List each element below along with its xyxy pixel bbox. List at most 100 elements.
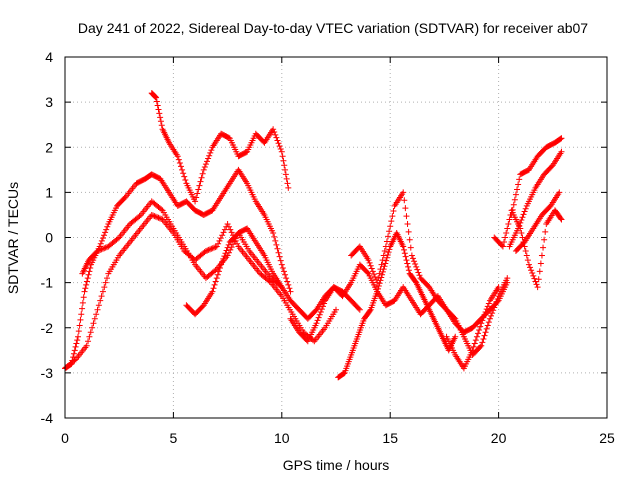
data-point xyxy=(380,252,387,259)
data-point xyxy=(99,235,106,242)
series-track-11 xyxy=(512,189,563,255)
data-point xyxy=(209,288,216,295)
data-point xyxy=(212,267,219,274)
data-point xyxy=(401,246,408,253)
y-tick-label: 2 xyxy=(45,139,53,155)
data-point xyxy=(78,311,85,318)
data-point xyxy=(375,275,382,282)
data-point xyxy=(505,220,512,227)
data-point xyxy=(525,261,532,268)
data-point xyxy=(179,166,186,173)
data-point xyxy=(102,279,109,286)
data-point xyxy=(271,233,278,240)
data-point xyxy=(77,316,84,323)
data-point xyxy=(478,342,485,349)
data-point xyxy=(314,317,321,324)
data-point xyxy=(369,268,376,275)
data-point xyxy=(227,226,234,233)
data-point xyxy=(531,275,538,282)
data-point xyxy=(558,216,565,223)
data-point xyxy=(86,333,93,340)
data-point xyxy=(273,134,280,141)
data-point xyxy=(280,268,287,275)
data-point xyxy=(377,266,384,273)
data-point xyxy=(177,163,184,170)
data-point xyxy=(98,237,105,244)
data-point xyxy=(402,205,409,212)
data-point xyxy=(85,271,92,278)
data-point xyxy=(225,223,232,230)
data-point xyxy=(219,232,226,239)
data-point xyxy=(211,244,218,251)
data-point xyxy=(270,126,277,133)
data-point xyxy=(71,357,78,364)
y-tick-label: -3 xyxy=(41,365,54,381)
data-point xyxy=(313,320,320,327)
data-point xyxy=(520,211,527,218)
data-point xyxy=(99,288,106,295)
data-point xyxy=(152,94,159,101)
data-point xyxy=(518,217,525,224)
series-track-3 xyxy=(79,198,285,291)
data-point xyxy=(333,306,339,313)
data-point xyxy=(482,308,489,315)
x-tick-label: 0 xyxy=(61,430,69,446)
data-point xyxy=(83,278,90,285)
data-point xyxy=(286,285,293,292)
data-point xyxy=(533,281,540,288)
data-point xyxy=(318,306,325,313)
data-point xyxy=(282,171,289,178)
data-point xyxy=(389,213,396,220)
data-point xyxy=(155,214,162,221)
data-point xyxy=(152,213,159,220)
data-point xyxy=(515,181,522,188)
chart-title: Day 241 of 2022, Sidereal Day-to-day VTE… xyxy=(78,20,588,36)
data-point xyxy=(225,241,232,248)
data-point xyxy=(485,319,492,326)
data-point xyxy=(75,333,82,340)
data-point xyxy=(156,110,163,117)
data-point xyxy=(413,263,420,270)
data-point xyxy=(87,264,94,271)
data-point xyxy=(276,143,283,150)
data-point xyxy=(182,176,189,183)
data-point xyxy=(494,295,501,302)
data-point xyxy=(221,253,228,260)
data-point xyxy=(213,243,220,250)
data-point xyxy=(275,140,282,147)
data-point xyxy=(315,314,322,321)
data-point xyxy=(176,160,183,167)
data-point xyxy=(73,340,80,347)
data-point xyxy=(217,235,224,242)
data-point xyxy=(404,260,411,267)
data-point xyxy=(271,129,278,136)
data-point xyxy=(522,205,529,212)
data-point xyxy=(476,327,483,334)
data-point xyxy=(87,329,94,336)
data-point xyxy=(356,306,363,313)
data-point xyxy=(405,263,412,270)
series-track-1 xyxy=(62,166,294,372)
data-point xyxy=(85,338,92,345)
data-point xyxy=(409,255,416,262)
data-point xyxy=(95,302,102,309)
data-point xyxy=(148,211,155,218)
data-point xyxy=(272,237,279,244)
data-point xyxy=(516,222,523,229)
data-point xyxy=(557,135,564,142)
data-point xyxy=(280,157,287,164)
data-point xyxy=(406,236,413,243)
data-point xyxy=(193,194,200,201)
data-point xyxy=(504,225,511,232)
data-point xyxy=(285,184,292,191)
data-point xyxy=(541,236,548,243)
data-point xyxy=(209,245,216,252)
data-point xyxy=(283,175,290,182)
data-point xyxy=(217,264,224,271)
data-point xyxy=(374,279,381,286)
data-point xyxy=(157,118,164,125)
data-point xyxy=(283,275,290,282)
data-point xyxy=(384,251,391,258)
data-point xyxy=(216,237,223,244)
data-point xyxy=(490,307,497,314)
